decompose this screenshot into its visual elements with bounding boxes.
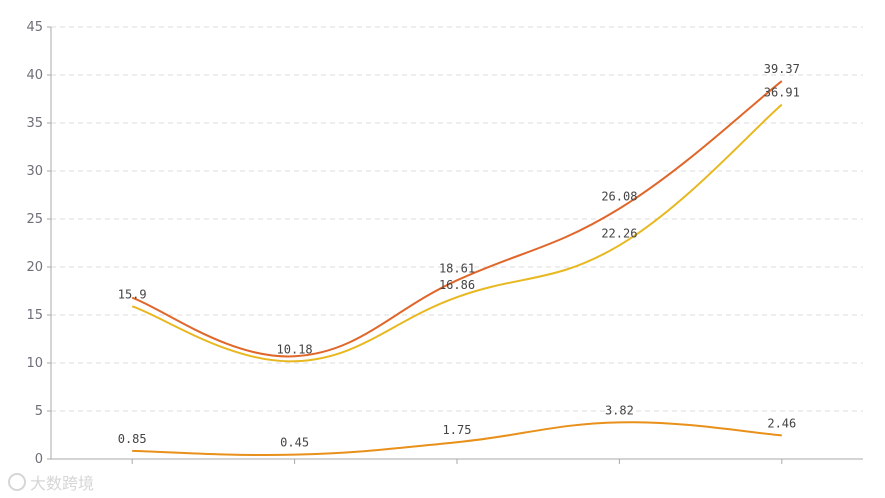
data-label: 15.9 (118, 287, 147, 301)
watermark: 大数跨境 (8, 470, 94, 494)
y-tick-label: 0 (35, 452, 43, 467)
y-tick-label: 25 (26, 212, 43, 227)
data-label: 0.45 (280, 436, 309, 450)
data-label: 3.82 (605, 403, 634, 417)
logo-icon (8, 473, 26, 491)
series-line-2 (131, 103, 783, 363)
data-label: 26.08 (601, 190, 637, 204)
y-tick-label: 20 (26, 260, 43, 275)
axes: 0 5 10 15 20 25 30 35 40 45 (26, 20, 863, 467)
data-label: 39.37 (764, 62, 800, 76)
watermark-text: 大数跨境 (30, 474, 95, 493)
data-labels: 18.61 26.08 39.37 15.9 10.18 16.86 22.26 36.91 0… (118, 62, 800, 450)
series-line-3 (132, 421, 782, 457)
data-label: 22.26 (601, 226, 637, 240)
data-label: 18.61 (439, 261, 475, 275)
data-label: 1.75 (443, 423, 472, 437)
data-label: 16.86 (439, 278, 475, 292)
grid-lines (51, 26, 863, 412)
series-lines (131, 80, 783, 457)
y-tick-label: 15 (26, 308, 43, 323)
y-tick-label: 40 (26, 68, 43, 83)
data-label: 2.46 (767, 416, 796, 430)
y-tick-label: 5 (35, 404, 43, 419)
data-label: 36.91 (764, 86, 800, 100)
data-label: 0.85 (118, 432, 147, 446)
y-tick-label: 35 (26, 116, 43, 131)
y-tick-label: 45 (26, 20, 43, 35)
series-line-1 (131, 80, 783, 358)
y-tick-label: 10 (26, 356, 43, 371)
data-label: 10.18 (277, 342, 313, 356)
y-tick-label: 30 (26, 164, 43, 179)
